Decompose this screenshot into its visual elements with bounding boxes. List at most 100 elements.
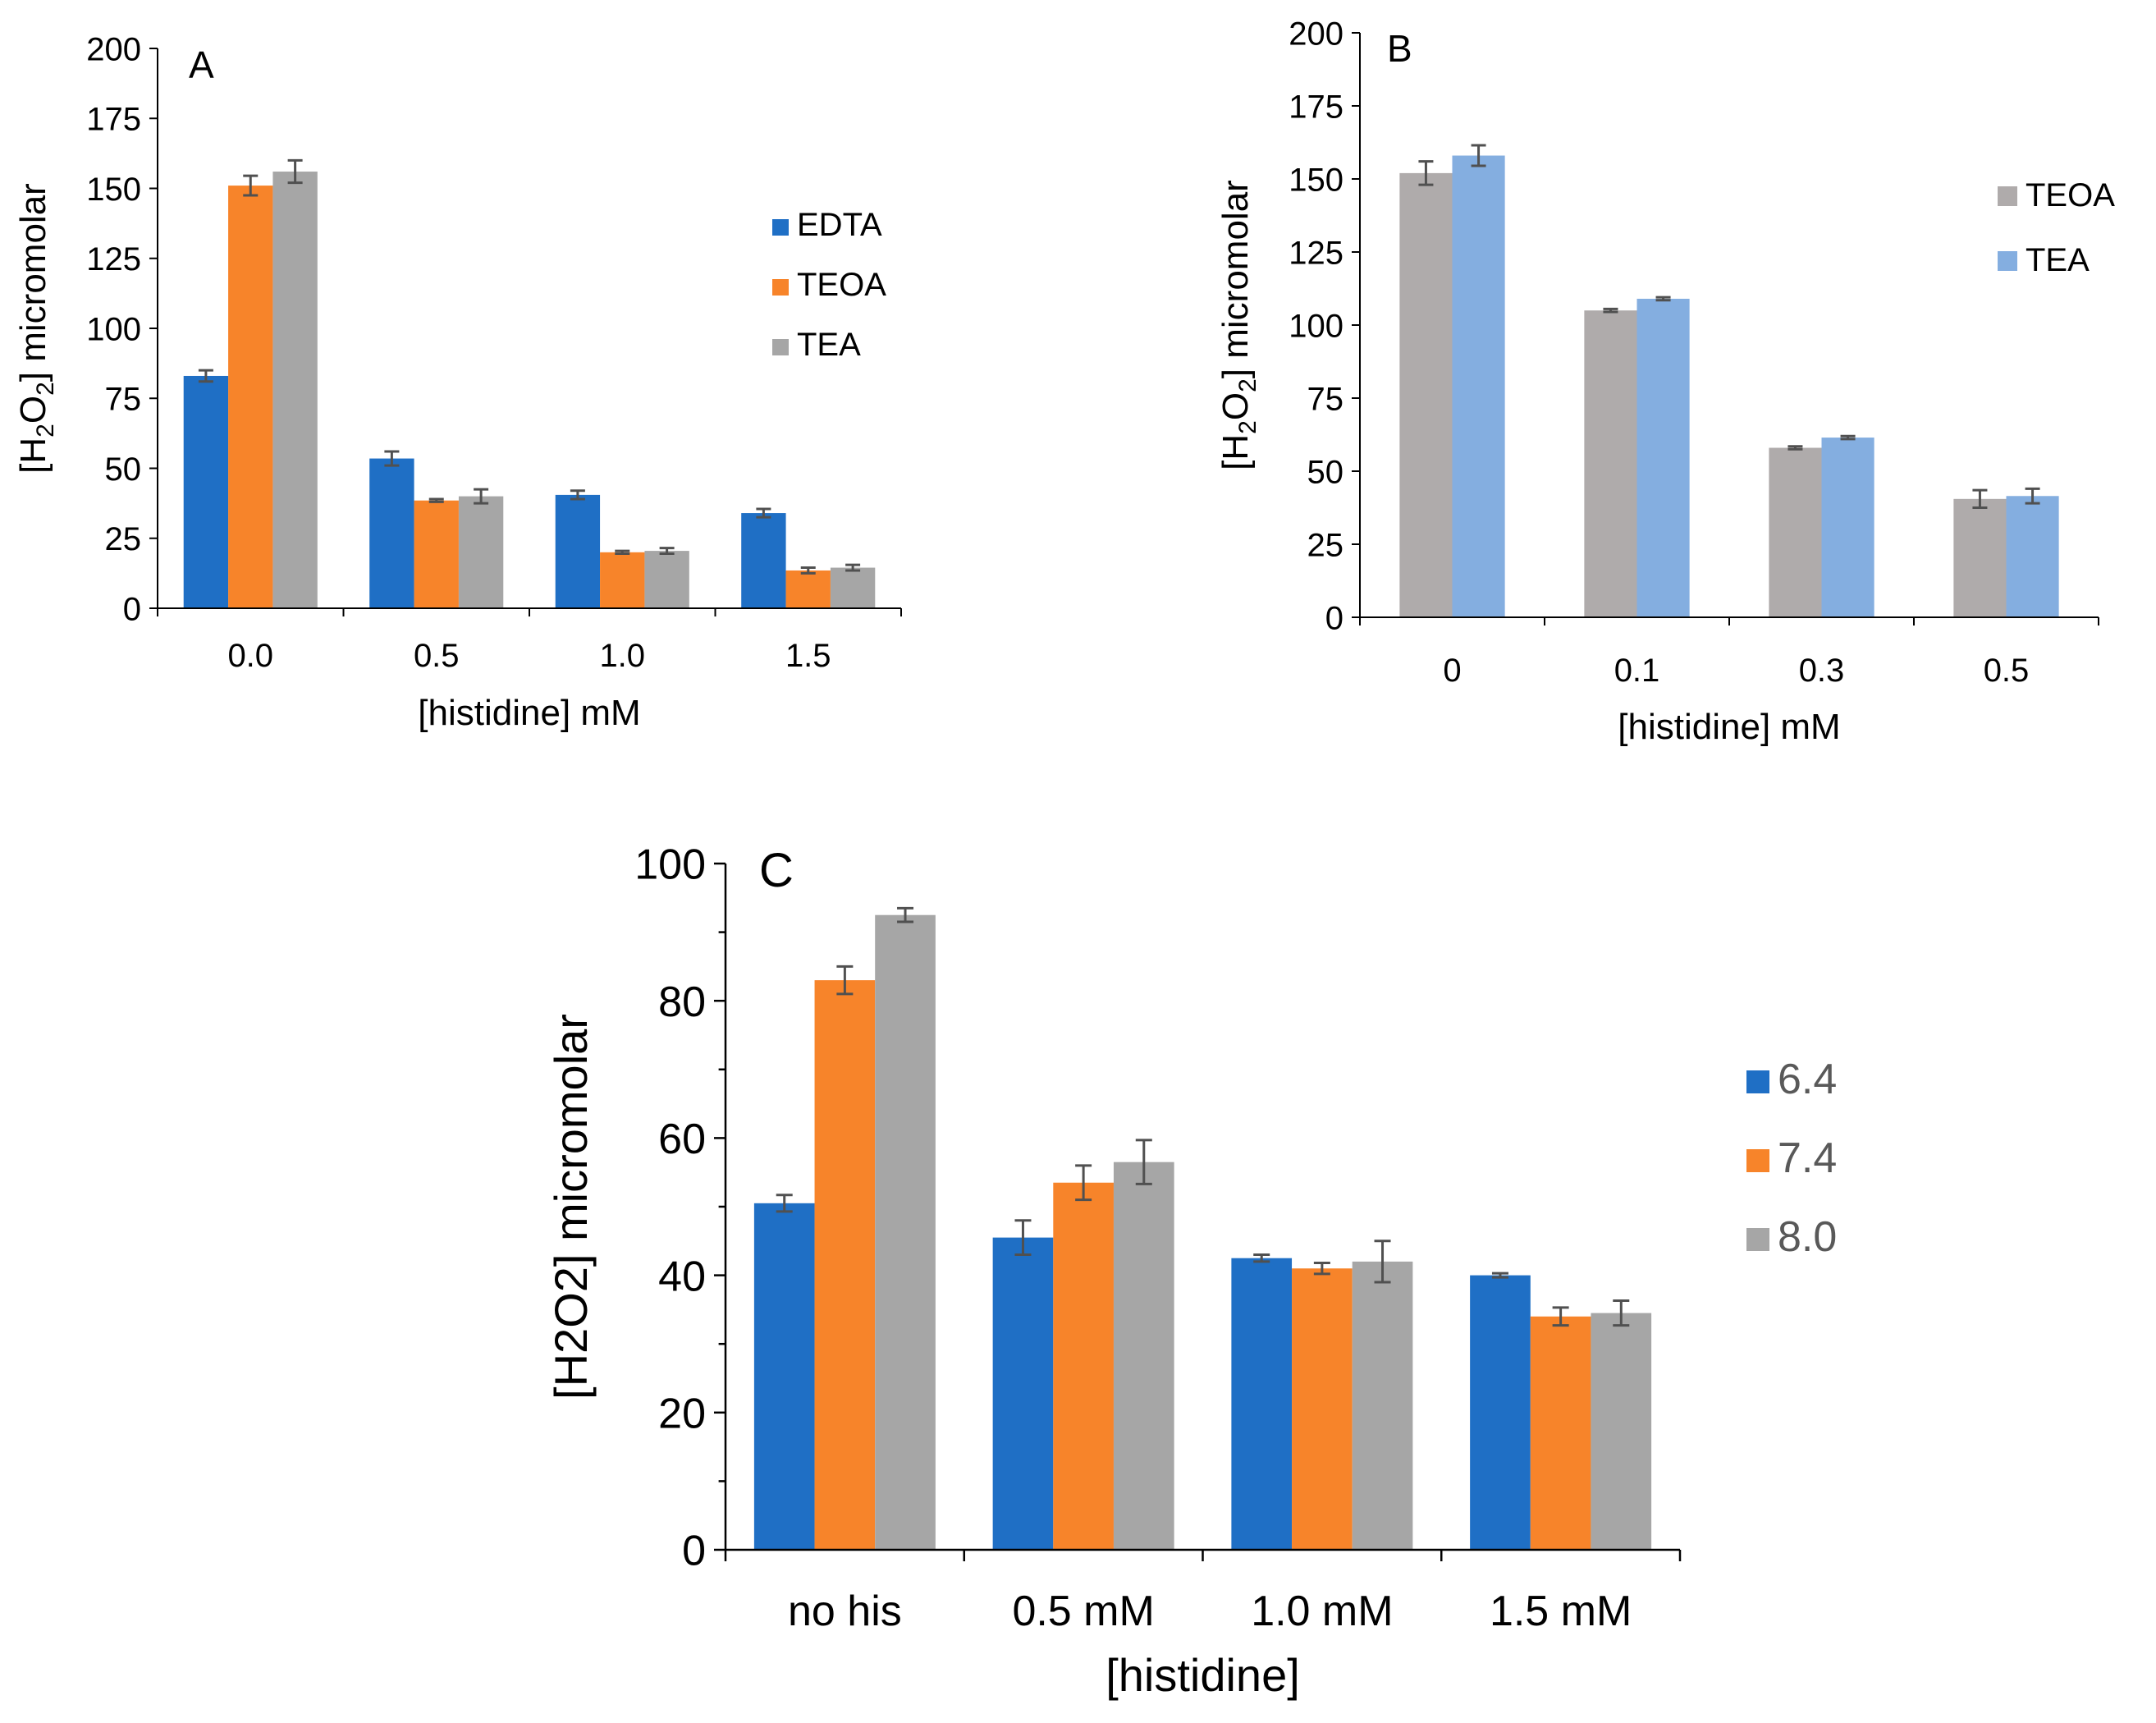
bar-7-4-3: [1530, 1316, 1591, 1550]
y-tick-label: 150: [1289, 162, 1343, 198]
bar-edta-3: [741, 513, 786, 608]
y-tick-label: 125: [86, 241, 141, 277]
legend-swatch: [772, 339, 789, 355]
chart-a: 0 25 50 75 100 125 150 175 200 0.0 0.5 1.0 1.5 [histi…: [13, 31, 902, 733]
bar-8-0-1: [1113, 1162, 1174, 1550]
chart-c-group: 0 20 40 60 80 100 no his 0.5 mM 1.0 mM 1.5 mM [his…: [545, 841, 1837, 1701]
bar-tea-2: [1821, 438, 1874, 617]
y-tick-label: 175: [1289, 89, 1343, 125]
legend-swatch: [1746, 1070, 1769, 1093]
y-axis-label-part: 2: [1234, 378, 1261, 392]
legend-swatch: [772, 279, 789, 296]
bar-tea-1: [1636, 298, 1690, 617]
y-tick-label: 0: [1325, 600, 1343, 636]
x-axis-label: [histidine] mM: [1618, 707, 1840, 747]
bar-edta-0: [183, 375, 229, 608]
bar-teoa-2: [1769, 447, 1822, 617]
bar-edta-2: [555, 494, 601, 608]
bar-6-4-3: [1470, 1275, 1531, 1550]
x-tick-label: 0.0: [227, 638, 273, 674]
x-tick-label: 1.5 mM: [1490, 1588, 1632, 1635]
x-tick-label: 0.3: [1799, 653, 1845, 689]
y-axis-label: [H2O2] micromolar: [1215, 180, 1261, 470]
bar-teoa-0: [1399, 172, 1453, 617]
y-tick-label: 0: [123, 591, 141, 627]
x-tick-label: 0.1: [1614, 653, 1660, 689]
bar-tea-0: [272, 172, 318, 609]
bar-tea-1: [458, 496, 504, 608]
legend-label: EDTA: [797, 207, 882, 243]
chart-c: 0 20 40 60 80 100 no his 0.5 mM 1.0 mM 1.5 mM [his…: [545, 841, 1837, 1701]
y-tick-label: 150: [86, 172, 141, 208]
y-tick-label: 25: [1307, 527, 1344, 563]
legend-label: TEOA: [797, 267, 886, 303]
bar-6-4-2: [1231, 1258, 1293, 1550]
bar-teoa-1: [1584, 310, 1637, 617]
bar-7-4-0: [814, 980, 876, 1550]
y-tick-label: 50: [1307, 454, 1344, 490]
y-axis-label-part: 2: [32, 424, 59, 438]
bar-teoa-2: [600, 552, 645, 608]
bar-8-0-0: [875, 914, 936, 1550]
y-tick-label: 175: [86, 102, 141, 138]
bar-7-4-2: [1292, 1268, 1353, 1550]
chart-b: 0 25 50 75 100 125 150 175 200 0 0.1 0.3 0.5 [histidi…: [1215, 16, 2115, 747]
y-tick-label: 125: [1289, 235, 1343, 271]
legend-label: TEOA: [2026, 177, 2115, 213]
y-tick-label: 75: [105, 382, 142, 418]
y-tick-label: 100: [1289, 308, 1343, 344]
y-axis-label-part: ] micromolar: [13, 183, 53, 382]
x-tick-label: 0.5: [1984, 653, 2030, 689]
panel-label: A: [189, 44, 214, 86]
bar-teoa-3: [1953, 498, 2007, 617]
bar-teoa-1: [414, 500, 459, 608]
legend-swatch: [1998, 186, 2017, 206]
bar-edta-1: [369, 458, 414, 608]
y-axis-label-part: ] micromolar: [1215, 180, 1256, 378]
bar-6-4-1: [992, 1237, 1054, 1550]
y-tick-label: 75: [1307, 381, 1344, 417]
y-axis-label-part: 2: [1234, 420, 1261, 434]
chart-b-group: 0 25 50 75 100 125 150 175 200 0 0.1 0.3 0.5 [histidi…: [1215, 16, 2115, 747]
bar-6-4-0: [753, 1203, 815, 1550]
y-axis-label: [H2O2] micromolar: [545, 1014, 597, 1400]
y-axis-label-part: 2: [32, 382, 59, 396]
x-tick-label: 0: [1443, 653, 1461, 689]
bar-tea-2: [644, 551, 689, 608]
y-tick-label: 60: [658, 1116, 706, 1163]
x-tick-label: no his: [788, 1588, 902, 1635]
legend-label: 8.0: [1778, 1213, 1837, 1261]
chart-a-group: 0 25 50 75 100 125 150 175 200 0.0 0.5 1.0 1.5 [histi…: [13, 31, 902, 733]
bar-8-0-2: [1352, 1261, 1413, 1550]
y-axis-label-part: [H: [1215, 434, 1256, 470]
x-tick-label: 1.5: [785, 638, 831, 674]
x-tick-label: 0.5 mM: [1012, 1588, 1154, 1635]
y-axis-label-part: O: [1215, 392, 1256, 420]
y-tick-label: 20: [658, 1391, 706, 1438]
y-tick-label: 100: [86, 311, 141, 347]
y-tick-label: 0: [682, 1528, 706, 1575]
legend-swatch: [772, 219, 789, 236]
legend-label: TEA: [2026, 242, 2090, 278]
y-tick-label: 50: [105, 451, 142, 488]
x-tick-label: 1.0 mM: [1251, 1588, 1393, 1635]
y-tick-label: 200: [86, 31, 141, 67]
y-tick-label: 200: [1289, 16, 1343, 52]
y-axis-label-part: O: [13, 396, 53, 424]
legend-label: 6.4: [1778, 1056, 1837, 1103]
panel-label: B: [1387, 27, 1412, 70]
y-axis-label: [H2O2] micromolar: [13, 183, 59, 474]
bar-teoa-3: [785, 570, 831, 608]
x-axis-label: [histidine] mM: [418, 693, 640, 733]
panel-label: C: [759, 844, 794, 897]
legend-label: TEA: [797, 327, 861, 363]
y-tick-label: 80: [658, 978, 706, 1026]
y-tick-label: 100: [634, 841, 706, 889]
x-axis-label: [histidine]: [1105, 1649, 1300, 1701]
y-axis-label-part: [H: [13, 438, 53, 474]
legend-swatch: [1746, 1149, 1769, 1172]
y-tick-label: 40: [658, 1253, 706, 1300]
bar-tea-3: [830, 567, 876, 608]
legend-label: 7.4: [1778, 1134, 1837, 1182]
